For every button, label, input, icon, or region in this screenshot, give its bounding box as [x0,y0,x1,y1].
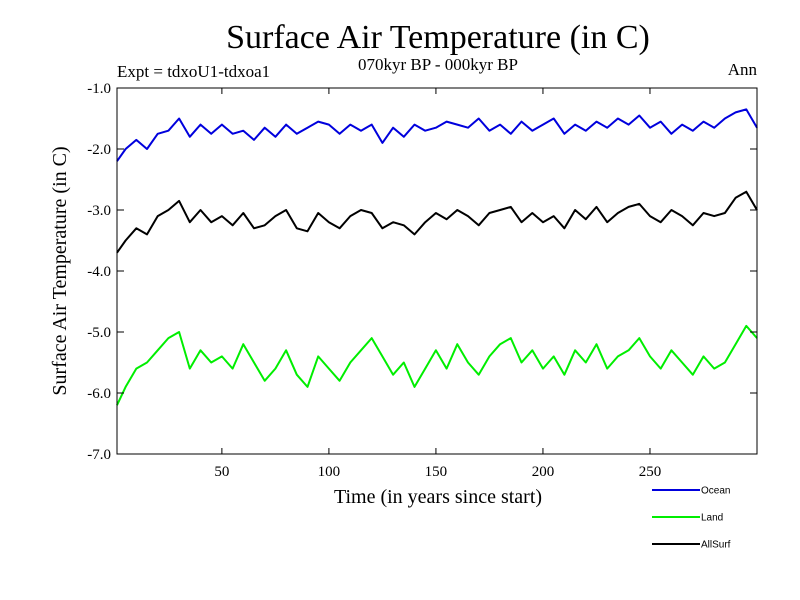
legend-label-ocean: Ocean [701,486,730,497]
x-tick-label: 200 [532,464,555,480]
x-tick-label: 150 [425,464,448,480]
y-axis-ticks: -1.0 -2.0 -3.0 -4.0 -5.0 -6.0 -7.0 [87,81,757,463]
y-tick-label: -1.0 [87,81,111,97]
x-tick-label: 100 [318,464,341,480]
season-label: Ann [728,60,758,79]
legend: Ocean Land AllSurf [652,486,731,551]
series-line-ocean [116,108,758,162]
y-tick-label: -5.0 [87,325,111,341]
chart-title: Surface Air Temperature (in C) [226,19,650,56]
y-tick-label: -6.0 [87,386,111,402]
x-axis-ticks: 50 100 150 200 250 [214,88,661,480]
y-tick-label: -4.0 [87,264,111,280]
period-label: 070kyr BP - 000kyr BP [358,55,518,74]
y-tick-label: -3.0 [87,203,111,219]
x-tick-label: 250 [639,464,662,480]
x-axis-label: Time (in years since start) [334,486,542,508]
y-tick-label: -2.0 [87,142,111,158]
series-line-allsurf [116,190,758,254]
plot-frame [116,87,758,455]
series-layer [116,108,758,406]
y-tick-label: -7.0 [87,447,111,463]
legend-label-land: Land [701,513,723,524]
x-tick-label: 50 [214,464,229,480]
legend-label-allsurf: AllSurf [701,540,731,551]
y-axis-label: Surface Air Temperature (in C) [49,146,71,395]
experiment-label: Expt = tdxoU1-tdxoa1 [117,62,270,81]
series-line-land [116,324,758,406]
